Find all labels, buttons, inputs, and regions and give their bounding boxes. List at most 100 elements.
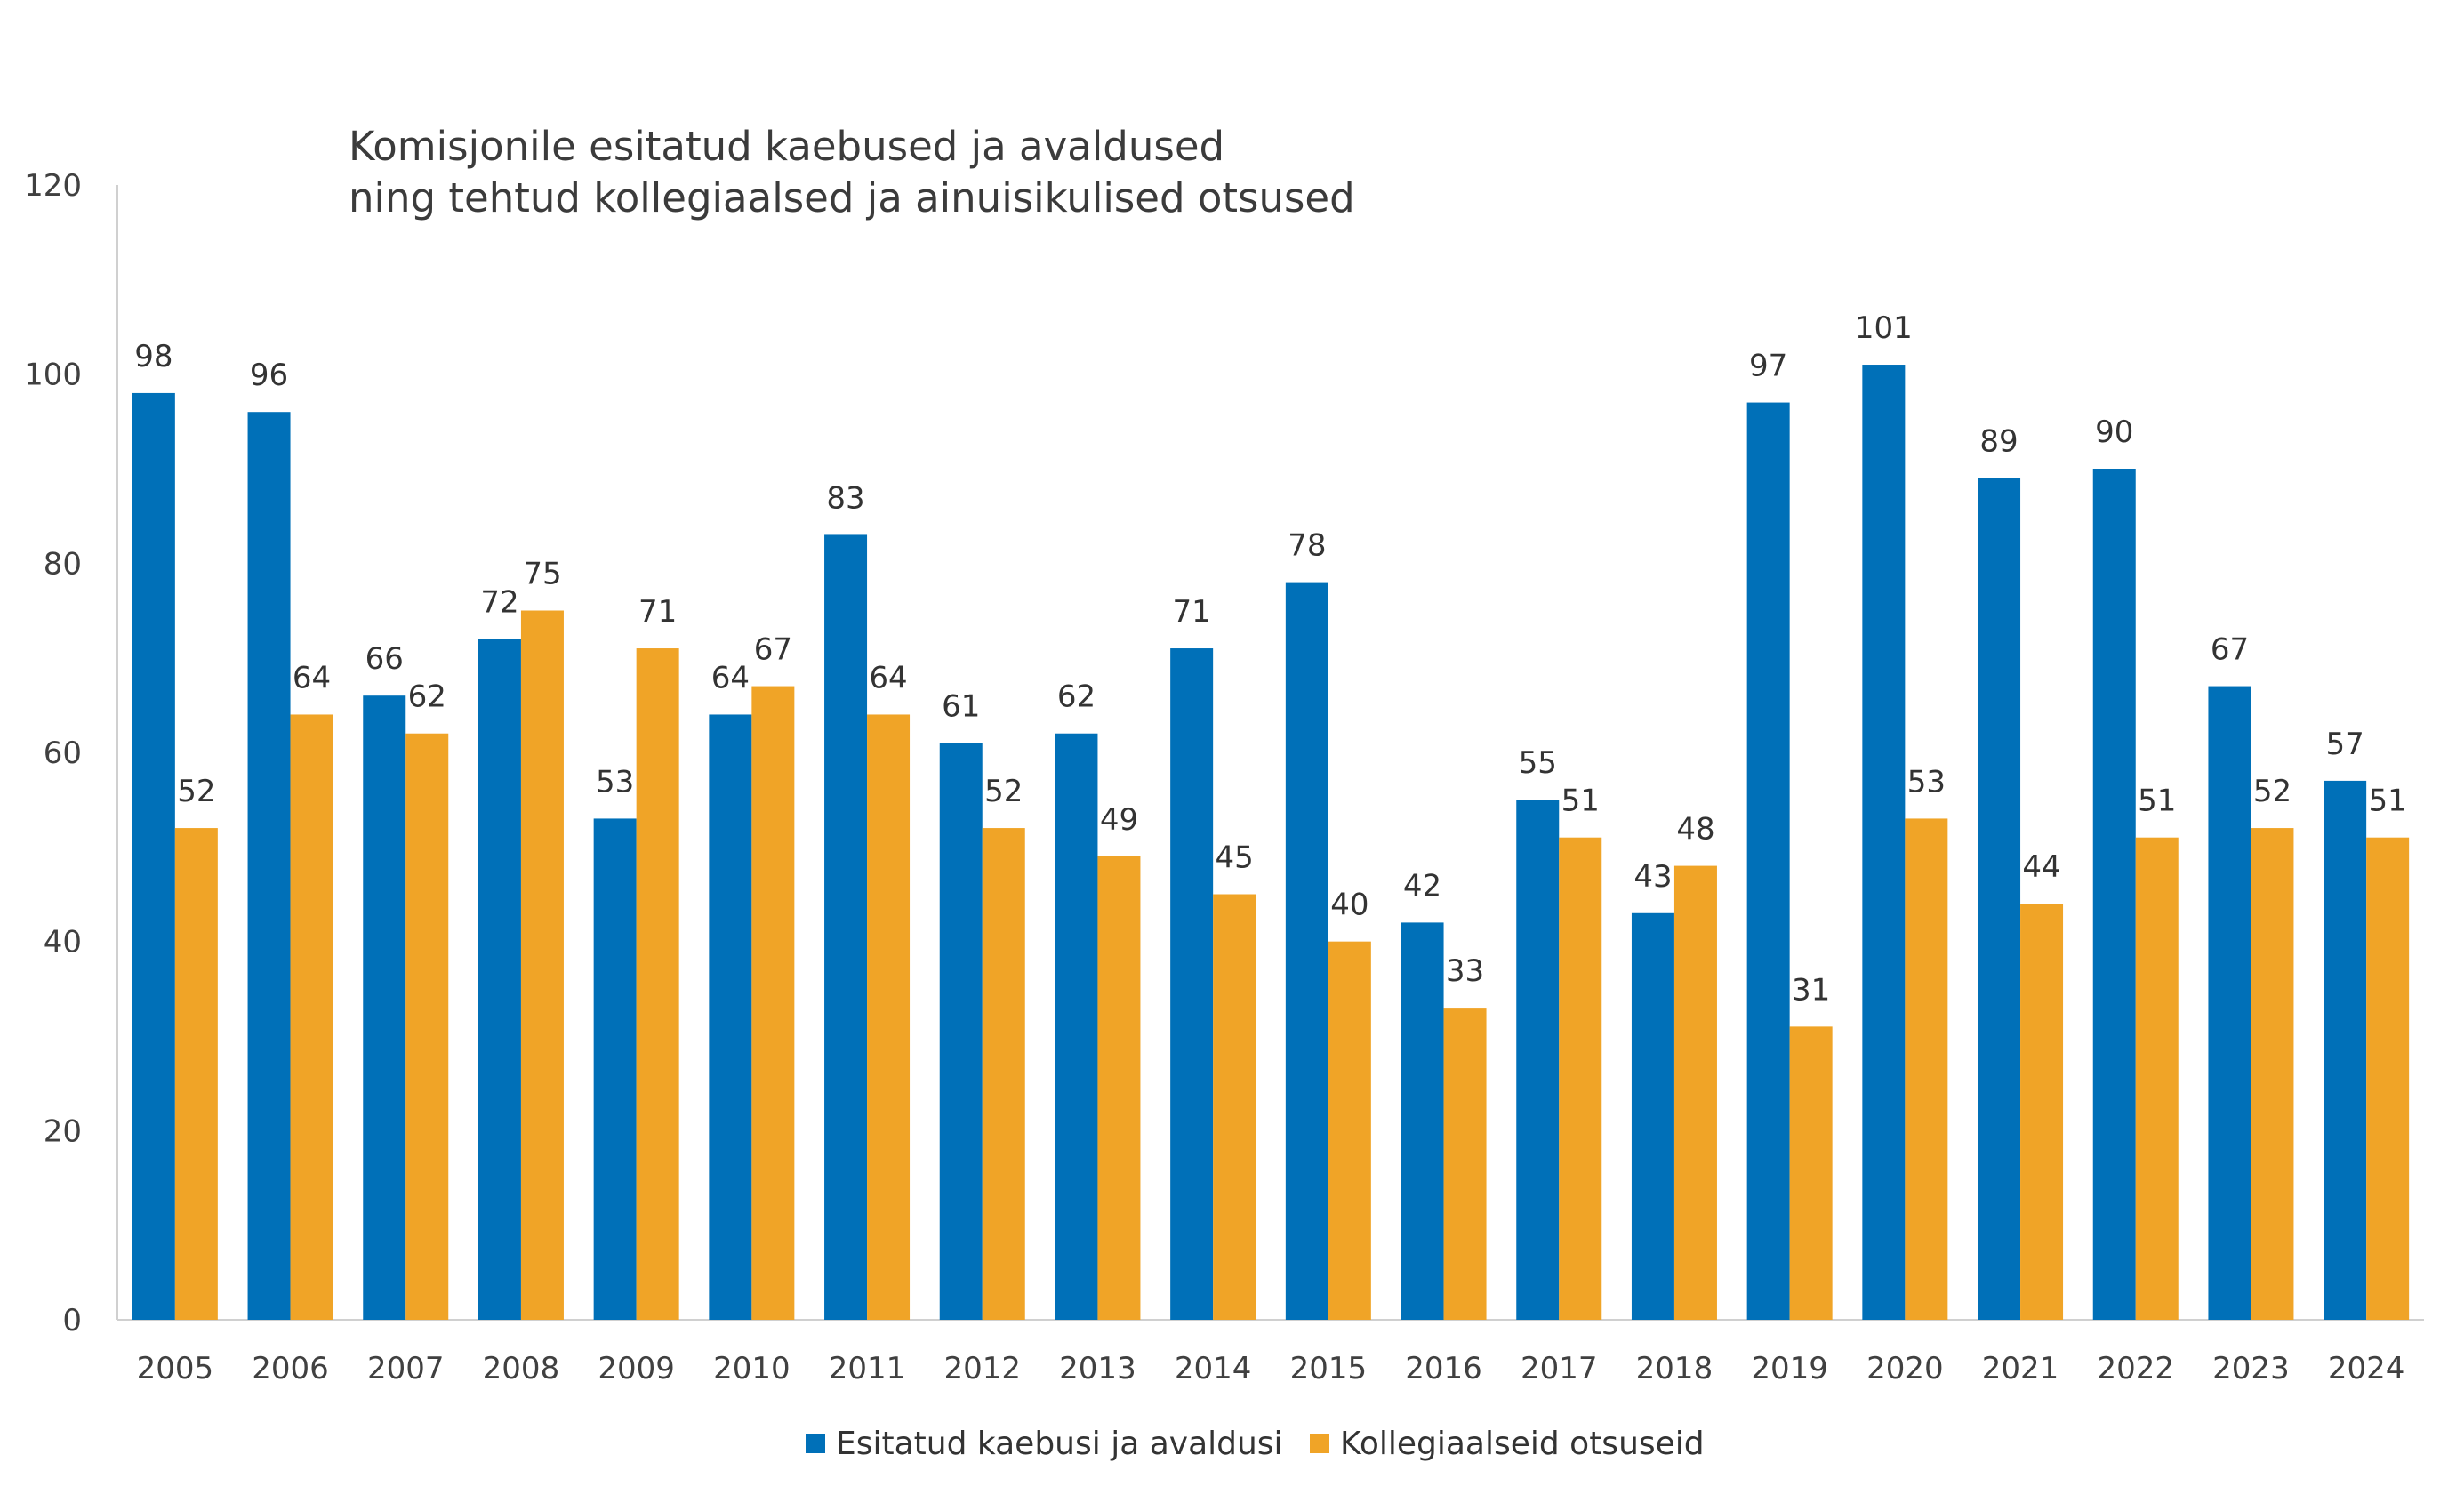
data-label-esitatud: 72 <box>480 584 518 620</box>
bar-kollegiaalseid <box>1905 818 1948 1320</box>
data-label-esitatud: 89 <box>1979 424 2018 460</box>
data-label-kollegiaalseid: 40 <box>1330 888 1368 923</box>
data-label-kollegiaalseid: 52 <box>984 774 1023 809</box>
bar-esitatud <box>1170 648 1214 1320</box>
x-tick-label: 2013 <box>1059 1351 1136 1386</box>
data-label-kollegiaalseid: 71 <box>638 594 677 630</box>
y-tick-label: 100 <box>24 358 82 393</box>
data-label-esitatud: 96 <box>250 358 288 393</box>
bar-esitatud <box>1401 922 1444 1320</box>
legend: Esitatud kaebusi ja avaldusi Kollegiaals… <box>806 1426 1705 1462</box>
data-label-esitatud: 67 <box>2211 632 2249 668</box>
bar-esitatud <box>363 695 406 1320</box>
bar-esitatud <box>939 743 983 1320</box>
y-tick-label: 120 <box>24 168 82 204</box>
data-label-kollegiaalseid: 51 <box>2369 784 2407 819</box>
x-tick-label: 2024 <box>2328 1351 2405 1386</box>
y-tick-label: 20 <box>44 1113 82 1149</box>
data-label-kollegiaalseid: 31 <box>1792 972 1830 1008</box>
chart-title: Komisjonile esitatud kaebused ja avaldus… <box>349 123 1355 221</box>
bar-kollegiaalseid <box>290 714 333 1320</box>
data-label-esitatud: 64 <box>711 660 750 695</box>
bar-kollegiaalseid <box>520 610 564 1320</box>
data-label-kollegiaalseid: 64 <box>293 660 331 695</box>
bar-esitatud <box>709 714 752 1320</box>
data-label-esitatud: 42 <box>1403 868 1441 904</box>
x-tick-label: 2015 <box>1290 1351 1368 1386</box>
legend-swatch-kollegiaalseid <box>1310 1434 1329 1453</box>
data-label-esitatud: 83 <box>826 480 864 516</box>
bar-kollegiaalseid <box>1097 856 1141 1320</box>
data-label-esitatud: 66 <box>365 641 404 677</box>
data-label-kollegiaalseid: 33 <box>1446 953 1484 989</box>
data-label-kollegiaalseid: 53 <box>1907 764 1946 800</box>
x-axis: 2005 2006 2007 2008 2009 2010 2011 2012 2013 2014… <box>117 1319 2424 1386</box>
legend-swatch-esitatud <box>806 1434 825 1453</box>
bar-kollegiaalseid <box>867 714 911 1320</box>
x-tick-label: 2022 <box>2097 1351 2174 1386</box>
data-label-kollegiaalseid: 64 <box>869 660 907 695</box>
legend-label-kollegiaalseid: Kollegiaalseid otsuseid <box>1340 1426 1705 1462</box>
x-tick-label: 2012 <box>943 1351 1021 1386</box>
data-label-kollegiaalseid: 48 <box>1676 812 1714 848</box>
x-tick-label: 2006 <box>252 1351 329 1386</box>
x-tick-label: 2008 <box>483 1351 560 1386</box>
data-label-esitatud: 61 <box>942 688 980 724</box>
data-label-kollegiaalseid: 51 <box>1561 784 1600 819</box>
data-label-esitatud: 71 <box>1173 594 1211 630</box>
bar-kollegiaalseid <box>2251 828 2294 1320</box>
bar-kollegiaalseid <box>2135 837 2179 1320</box>
bar-esitatud <box>593 818 637 1320</box>
bar-kollegiaalseid <box>405 733 449 1320</box>
bar-kollegiaalseid <box>1559 837 1602 1320</box>
bar-kollegiaalseid <box>1789 1026 1833 1320</box>
bar-esitatud <box>1746 402 1790 1321</box>
x-tick-label: 2007 <box>367 1351 445 1386</box>
data-label-kollegiaalseid: 45 <box>1216 840 1254 876</box>
y-tick-label: 0 <box>62 1303 82 1338</box>
bar-esitatud <box>247 412 291 1320</box>
bar-kollegiaalseid <box>2366 837 2410 1320</box>
x-tick-label: 2005 <box>137 1351 214 1386</box>
bar-kollegiaalseid <box>636 648 679 1320</box>
y-tick-label: 40 <box>44 925 82 960</box>
data-label-esitatud: 97 <box>1749 349 1787 384</box>
bar-esitatud <box>1631 912 1674 1320</box>
bar-esitatud <box>2208 686 2251 1320</box>
bar-esitatud <box>478 639 521 1320</box>
bar-esitatud <box>824 534 868 1320</box>
data-label-kollegiaalseid: 44 <box>2022 849 2060 885</box>
bar-esitatud <box>2092 469 2136 1320</box>
x-tick-label: 2023 <box>2212 1351 2290 1386</box>
bar-kollegiaalseid <box>1328 941 1371 1320</box>
bar-kollegiaalseid <box>982 828 1025 1320</box>
data-label-esitatud: 90 <box>2095 414 2133 450</box>
data-labels: 98 96 66 72 53 64 83 61 62 71 78 42 55 43 97 101 89 90 67 5… <box>134 310 2407 1008</box>
bar-esitatud <box>132 392 175 1320</box>
data-label-esitatud: 78 <box>1288 528 1326 564</box>
bar-kollegiaalseid <box>1443 1008 1487 1320</box>
data-label-esitatud: 57 <box>2326 727 2364 762</box>
x-tick-label: 2021 <box>1982 1351 2059 1386</box>
x-tick-label: 2011 <box>829 1351 906 1386</box>
data-label-esitatud: 55 <box>1519 745 1557 781</box>
bar-kollegiaalseid <box>1213 894 1256 1320</box>
data-label-esitatud: 43 <box>1633 859 1672 895</box>
data-label-kollegiaalseid: 67 <box>754 632 792 668</box>
bar-kollegiaalseid <box>751 686 795 1320</box>
data-label-esitatud: 101 <box>1855 310 1913 346</box>
x-tick-label: 2020 <box>1866 1351 1944 1386</box>
bar-esitatud <box>2324 780 2367 1320</box>
x-tick-label: 2009 <box>598 1351 675 1386</box>
data-label-esitatud: 53 <box>596 764 634 800</box>
y-tick-label: 80 <box>44 546 82 582</box>
x-tick-label: 2018 <box>1636 1351 1714 1386</box>
y-axis: 0 20 40 60 80 100 120 <box>24 168 118 1338</box>
data-label-esitatud: 62 <box>1057 679 1096 715</box>
x-tick-label: 2014 <box>1175 1351 1252 1386</box>
bar-kollegiaalseid <box>174 828 218 1320</box>
x-tick-label: 2017 <box>1521 1351 1598 1386</box>
data-label-kollegiaalseid: 62 <box>408 679 446 715</box>
